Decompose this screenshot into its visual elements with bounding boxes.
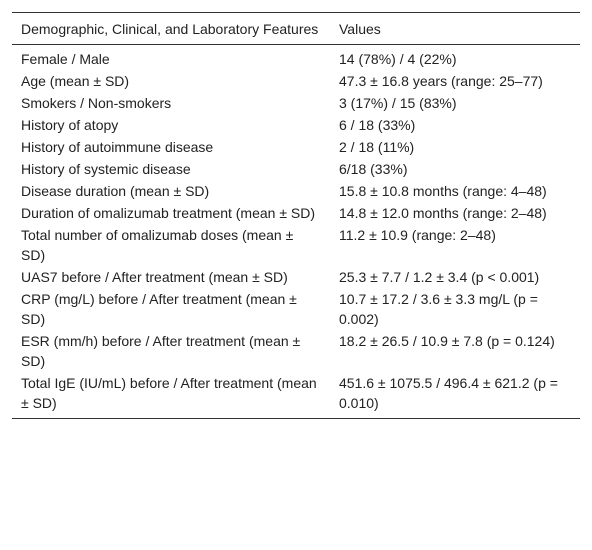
- header-cell: Demographic, Clinical, and Laboratory Fe…: [21, 21, 319, 37]
- table-header: Demographic, Clinical, and Laboratory Fe…: [12, 12, 580, 45]
- feature-cell: Disease duration (mean ± SD): [21, 183, 210, 199]
- value-cell: 15.8 ± 10.8 months (range: 4–48): [339, 183, 547, 199]
- value-cell: 10.7 ± 17.2 / 3.6 ± 3.3 mg/L (p = 0.002): [339, 291, 538, 327]
- data-table: Demographic, Clinical, and Laboratory Fe…: [12, 12, 580, 419]
- value-cell: 14.8 ± 12.0 months (range: 2–48): [339, 205, 547, 221]
- table-row: CRP (mg/L) before / After treatment (mea…: [12, 288, 580, 330]
- table-row: Total IgE (IU/mL) before / After treatme…: [12, 372, 580, 419]
- table-row: Total number of omalizumab doses (mean ±…: [12, 224, 580, 266]
- value-cell: 14 (78%) / 4 (22%): [339, 51, 457, 67]
- feature-cell: Smokers / Non-smokers: [21, 95, 172, 111]
- feature-cell: Age (mean ± SD): [21, 73, 130, 89]
- table-row: Age (mean ± SD) 47.3 ± 16.8 years (range:…: [12, 70, 580, 92]
- table-body: Female / Male 14 (78%) / 4 (22%) Age (mean…: [12, 45, 580, 419]
- value-cell: 2 / 18 (11%): [339, 139, 415, 155]
- table-row: History of atopy 6 / 18 (33%): [12, 114, 580, 136]
- value-cell: 3 (17%) / 15 (83%): [339, 95, 457, 111]
- feature-cell: ESR (mm/h) before / After treatment (mea…: [21, 333, 301, 369]
- feature-cell: History of autoimmune disease: [21, 139, 214, 155]
- feature-cell: History of atopy: [21, 117, 119, 133]
- value-cell: 47.3 ± 16.8 years (range: 25–77): [339, 73, 543, 89]
- header-cell: Values: [339, 21, 381, 37]
- header-row: Demographic, Clinical, and Laboratory Fe…: [12, 12, 580, 45]
- value-cell: 18.2 ± 26.5 / 10.9 ± 7.8 (p = 0.124): [339, 333, 555, 349]
- feature-cell: Total number of omalizumab doses (mean ±…: [21, 227, 294, 263]
- value-cell: 25.3 ± 7.7 / 1.2 ± 3.4 (p < 0.001): [339, 269, 540, 285]
- feature-cell: Female / Male: [21, 51, 110, 67]
- feature-cell: History of systemic disease: [21, 161, 191, 177]
- feature-cell: Total IgE (IU/mL) before / After treatme…: [21, 375, 317, 411]
- value-cell: 6 / 18 (33%): [339, 117, 416, 133]
- value-cell: 11.2 ± 10.9 (range: 2–48): [339, 227, 496, 243]
- value-cell: 6/18 (33%): [339, 161, 408, 177]
- table-row: History of systemic disease 6/18 (33%): [12, 158, 580, 180]
- value-cell: 451.6 ± 1075.5 / 496.4 ± 621.2 (p = 0.01…: [339, 375, 558, 411]
- table-row: Duration of omalizumab treatment (mean ±…: [12, 202, 580, 224]
- table-row: UAS7 before / After treatment (mean ± SD…: [12, 266, 580, 288]
- feature-cell: CRP (mg/L) before / After treatment (mea…: [21, 291, 297, 327]
- table-row: Smokers / Non-smokers 3 (17%) / 15 (83%): [12, 92, 580, 114]
- feature-cell: UAS7 before / After treatment (mean ± SD…: [21, 269, 288, 285]
- table-row: Female / Male 14 (78%) / 4 (22%): [12, 45, 580, 71]
- table-row: History of autoimmune disease 2 / 18 (11%…: [12, 136, 580, 158]
- feature-cell: Duration of omalizumab treatment (mean ±…: [21, 205, 316, 221]
- table-row: ESR (mm/h) before / After treatment (mea…: [12, 330, 580, 372]
- table-row: Disease duration (mean ± SD) 15.8 ± 10.8 …: [12, 180, 580, 202]
